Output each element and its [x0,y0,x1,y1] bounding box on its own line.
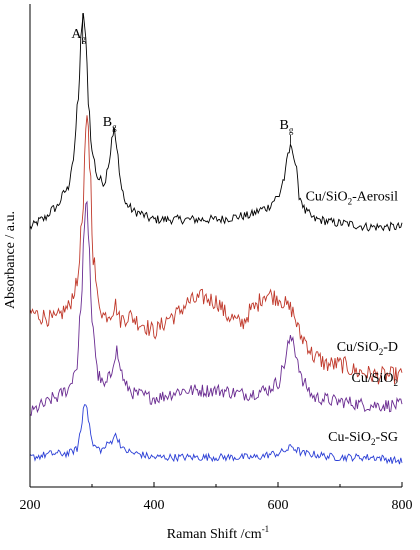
series-label-subscript: 2 [394,378,399,388]
x-tick-label: 800 [392,498,413,513]
peak-label-main: B [279,118,288,133]
peak-label-main: A [71,27,82,42]
peak-label: Ag [71,27,86,44]
x-tick-label: 600 [268,498,289,513]
series-line [29,200,403,417]
series-line [29,13,403,232]
x-axis-label: Raman Shift /cm-1 [167,524,269,542]
y-axis-label: Absorbance / a.u. [3,211,18,309]
series-label-subscript: 2 [379,347,384,357]
series-label-subscript: 2 [348,197,353,207]
series-label-part: Cu/SiO [337,340,379,355]
peak-label-sub: g [289,125,294,135]
peak-label: Bg [279,118,293,135]
series-label-part: -Aerosil [352,190,398,205]
x-tick-label: 400 [144,498,165,513]
peak-label-main: B [103,115,112,130]
series-label-part: Cu-SiO [328,430,371,445]
series-line [29,115,403,385]
series-line [29,404,403,465]
x-axis-label-text: Raman Shift /cm [167,527,262,542]
series-layer [29,13,403,465]
series-label-layer: Cu/SiO2-AerosilCu/SiO2-DCu/SiO2Cu-SiO2-S… [306,190,399,447]
peak-label-sub: g [82,34,87,44]
series-label-part: -D [383,340,398,355]
x-axis-label-sup: -1 [262,524,270,534]
series-label-part: Cu/SiO [306,190,348,205]
axis-layer: 200 400 600 800 [20,4,413,513]
peak-label: Bg [103,115,117,132]
x-tick-label: 200 [20,498,41,513]
series-label: Cu/SiO2-Aerosil [306,190,399,207]
peak-label-sub: g [112,122,117,132]
series-label: Cu/SiO2-D [337,340,398,357]
series-label-part: -SG [375,430,398,445]
series-label: Cu/SiO2 [351,371,398,388]
series-label: Cu-SiO2-SG [328,430,398,447]
series-label-subscript: 2 [371,437,376,447]
series-label-part: Cu/SiO [351,371,393,386]
